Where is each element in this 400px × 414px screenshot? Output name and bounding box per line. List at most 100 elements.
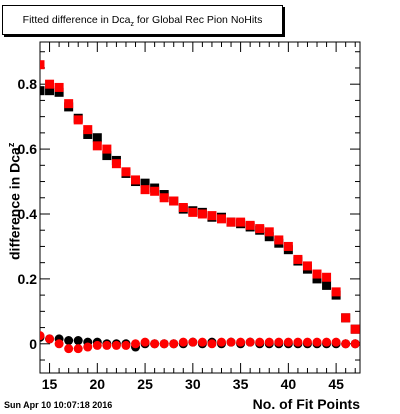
data-point-square xyxy=(92,133,102,143)
data-point-circle xyxy=(274,337,284,347)
data-point-square xyxy=(302,261,312,271)
data-point-circle xyxy=(207,339,217,349)
data-point-circle xyxy=(64,336,74,346)
x-tick-label: 35 xyxy=(233,376,249,392)
data-point-square xyxy=(140,185,150,195)
data-point-square xyxy=(140,178,150,188)
data-point-circle xyxy=(40,331,45,341)
data-point-square xyxy=(111,159,121,169)
data-point-circle xyxy=(169,339,179,349)
data-point-square xyxy=(312,269,322,279)
data-point-square xyxy=(207,211,217,221)
data-point-square xyxy=(83,125,93,135)
data-point-square xyxy=(83,129,93,139)
data-point-square xyxy=(293,254,303,264)
data-point-square xyxy=(92,141,102,151)
y-axis-label-subscript: z xyxy=(6,142,16,148)
data-point-square xyxy=(331,287,341,297)
data-point-square xyxy=(40,86,45,96)
data-point-square xyxy=(264,232,274,242)
data-point-circle xyxy=(331,337,341,347)
data-point-square xyxy=(226,217,236,227)
data-point-circle xyxy=(341,339,351,349)
axis-tick-labels: 15 20 25 30 35 40 45 0 0.2 0.4 0.6 0.8 xyxy=(18,76,345,392)
data-point-circle xyxy=(322,337,332,347)
data-point-square xyxy=(40,60,45,70)
y-axis-label-main: difference in Dca xyxy=(6,147,23,260)
data-point-circle xyxy=(102,340,112,350)
data-point-square xyxy=(121,167,131,177)
data-point-circle xyxy=(140,337,150,347)
chart-title-rest: for Global Rec Pion NoHits xyxy=(133,14,263,26)
data-point-square xyxy=(312,274,322,284)
data-point-circle xyxy=(73,344,83,354)
y-tick-label: 0.4 xyxy=(18,206,38,222)
data-point-square xyxy=(73,115,83,125)
y-tick-label: 0.6 xyxy=(18,141,38,157)
data-point-square xyxy=(341,313,351,323)
data-point-circle xyxy=(73,336,83,346)
datestamp: Sun Apr 10 10:07:18 2016 xyxy=(4,400,113,410)
x-tick-label: 20 xyxy=(90,376,106,392)
data-point-circle xyxy=(188,337,198,347)
data-point-circle xyxy=(64,344,74,354)
data-point-circle xyxy=(226,337,236,347)
data-point-square xyxy=(255,224,265,234)
data-point-square xyxy=(54,87,64,97)
chart-title-box: Fitted difference in Dcaz for Global Rec… xyxy=(2,5,283,35)
data-point-circle xyxy=(302,337,312,347)
data-point-square xyxy=(150,186,160,196)
data-point-circle xyxy=(293,337,303,347)
data-point-circle xyxy=(131,339,141,349)
data-point-square xyxy=(169,196,179,206)
data-point-circle xyxy=(245,337,255,347)
data-point-square xyxy=(64,99,74,109)
chart-title: Fitted difference in Dcaz for Global Rec… xyxy=(3,14,282,28)
data-marks xyxy=(40,60,360,354)
data-point-square xyxy=(45,79,55,89)
data-point-circle xyxy=(178,337,188,347)
plot-frame xyxy=(39,41,361,374)
data-point-circle xyxy=(121,340,131,350)
data-point-circle xyxy=(45,334,55,344)
y-axis-label: difference in Dcaz xyxy=(6,143,23,260)
data-point-square xyxy=(178,203,188,212)
data-point-circle xyxy=(111,340,121,350)
data-point-square xyxy=(322,280,332,290)
chart-title-subscript: z xyxy=(130,21,134,29)
x-tick-label: 40 xyxy=(281,376,297,392)
data-point-circle xyxy=(197,337,207,347)
data-point-square xyxy=(236,217,246,227)
data-point-square xyxy=(54,82,64,92)
data-point-circle xyxy=(159,339,169,349)
data-point-square xyxy=(216,214,226,224)
data-point-square xyxy=(197,209,207,219)
data-point-square xyxy=(350,324,360,334)
y-tick-label: 0.8 xyxy=(18,76,38,92)
data-point-circle xyxy=(283,337,293,347)
data-point-circle xyxy=(312,337,322,347)
x-axis-label: No. of Fit Points xyxy=(252,396,360,412)
data-point-square xyxy=(322,272,332,282)
data-point-square xyxy=(102,151,112,161)
axis-ticks xyxy=(39,42,360,373)
x-tick-label: 25 xyxy=(137,376,153,392)
data-point-circle xyxy=(264,337,274,347)
data-point-circle xyxy=(236,337,246,347)
data-point-circle xyxy=(216,337,226,347)
data-point-circle xyxy=(92,340,102,350)
y-tick-label: 0 xyxy=(29,336,37,352)
data-point-square xyxy=(274,235,284,245)
data-point-circle xyxy=(150,339,160,349)
data-point-square xyxy=(159,193,169,203)
data-point-circle xyxy=(350,339,360,349)
data-point-square xyxy=(264,227,274,237)
data-point-square xyxy=(245,220,255,230)
data-point-circle xyxy=(255,337,265,347)
data-point-square xyxy=(283,241,293,251)
data-point-square xyxy=(102,144,112,154)
data-point-square xyxy=(131,175,141,185)
x-tick-label: 45 xyxy=(328,376,344,392)
data-point-square xyxy=(45,86,55,96)
